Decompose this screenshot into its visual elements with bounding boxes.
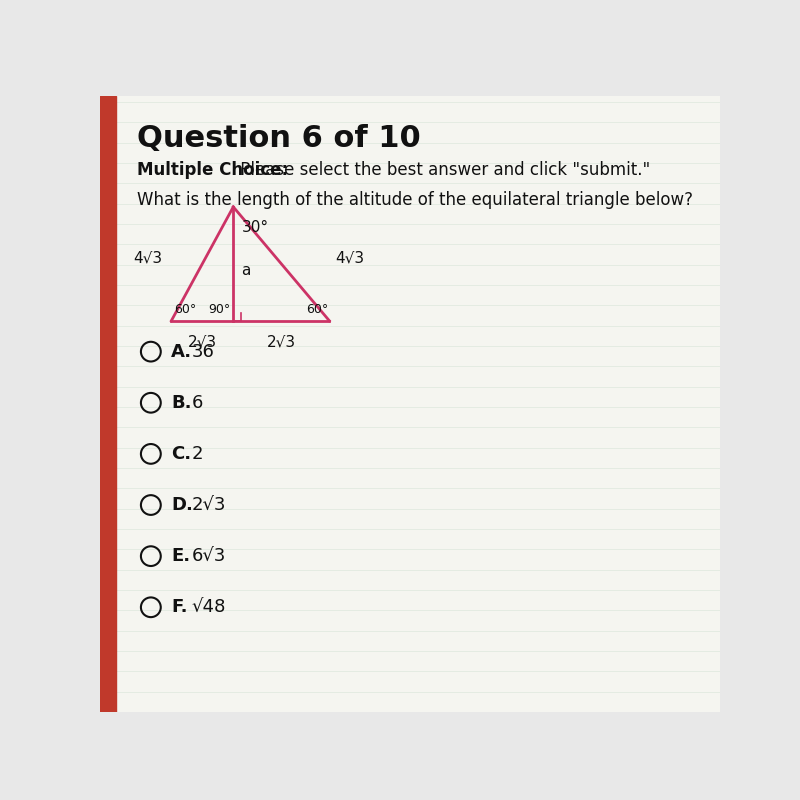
Text: D.: D. [171, 496, 193, 514]
Bar [100, 96, 115, 712]
Text: F.: F. [171, 598, 188, 616]
Text: B.: B. [171, 394, 192, 412]
Text: 2√3: 2√3 [192, 496, 226, 514]
Text: 2√3: 2√3 [266, 334, 296, 350]
Text: 60°: 60° [174, 303, 197, 316]
Text: What is the length of the altitude of the equilateral triangle below?: What is the length of the altitude of th… [138, 191, 693, 210]
Text: 6: 6 [192, 394, 203, 412]
Text: 2√3: 2√3 [188, 334, 217, 350]
Text: 90°: 90° [208, 303, 230, 316]
Text: 4√3: 4√3 [133, 250, 162, 266]
Text: Question 6 of 10: Question 6 of 10 [138, 124, 421, 153]
Text: C.: C. [171, 445, 191, 463]
Text: 4√3: 4√3 [336, 250, 365, 266]
Text: 6√3: 6√3 [192, 547, 226, 565]
Text: 60°: 60° [306, 303, 328, 316]
Text: 36: 36 [192, 342, 214, 361]
Text: 2: 2 [192, 445, 203, 463]
Text: 30°: 30° [242, 221, 269, 235]
Text: Please select the best answer and click "submit.": Please select the best answer and click … [235, 161, 650, 178]
Text: A.: A. [171, 342, 193, 361]
Text: √48: √48 [192, 598, 226, 616]
Text: a: a [241, 262, 250, 278]
Text: Multiple Choice:: Multiple Choice: [138, 161, 288, 178]
Text: E.: E. [171, 547, 190, 565]
